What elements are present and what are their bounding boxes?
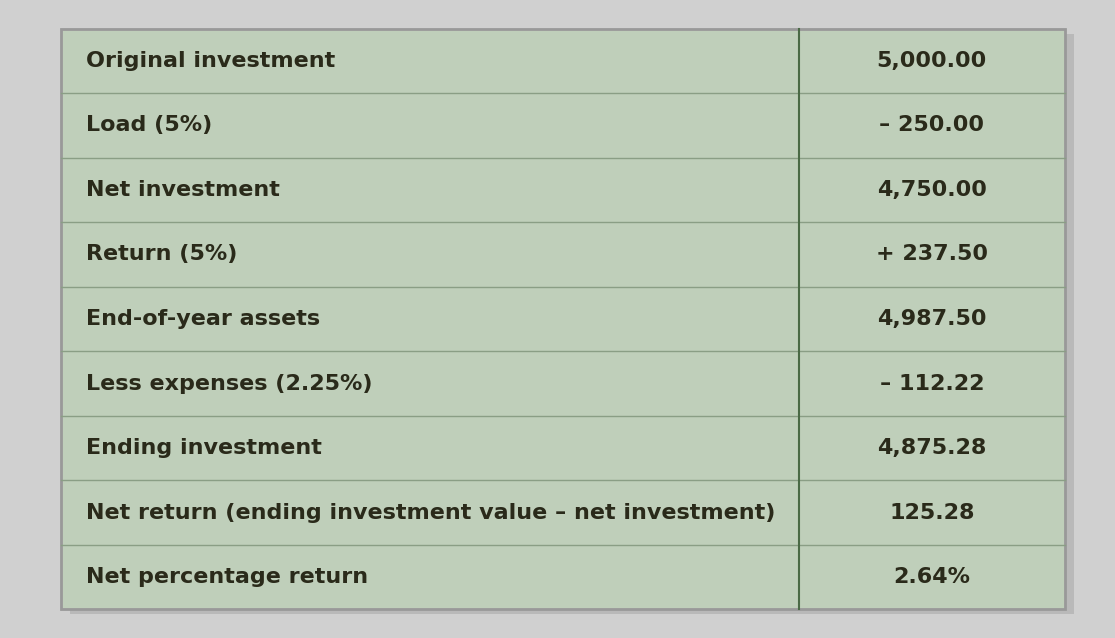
FancyBboxPatch shape [61,29,1065,609]
Text: 4,750.00: 4,750.00 [876,180,987,200]
Text: Ending investment: Ending investment [86,438,322,458]
Text: Net investment: Net investment [86,180,280,200]
Text: 2.64%: 2.64% [893,567,970,587]
Text: Original investment: Original investment [86,51,336,71]
Text: 5,000.00: 5,000.00 [876,51,987,71]
Text: 4,987.50: 4,987.50 [878,309,987,329]
Text: – 112.22: – 112.22 [880,373,985,394]
Text: Less expenses (2.25%): Less expenses (2.25%) [86,373,372,394]
Text: Return (5%): Return (5%) [86,244,237,265]
Text: – 250.00: – 250.00 [880,115,985,135]
Text: Net return (ending investment value – net investment): Net return (ending investment value – ne… [86,503,775,523]
Text: 4,875.28: 4,875.28 [878,438,987,458]
Text: End-of-year assets: End-of-year assets [86,309,320,329]
Text: Load (5%): Load (5%) [86,115,212,135]
Text: 125.28: 125.28 [889,503,975,523]
Text: + 237.50: + 237.50 [876,244,988,265]
Text: Net percentage return: Net percentage return [86,567,368,587]
FancyBboxPatch shape [70,34,1074,614]
